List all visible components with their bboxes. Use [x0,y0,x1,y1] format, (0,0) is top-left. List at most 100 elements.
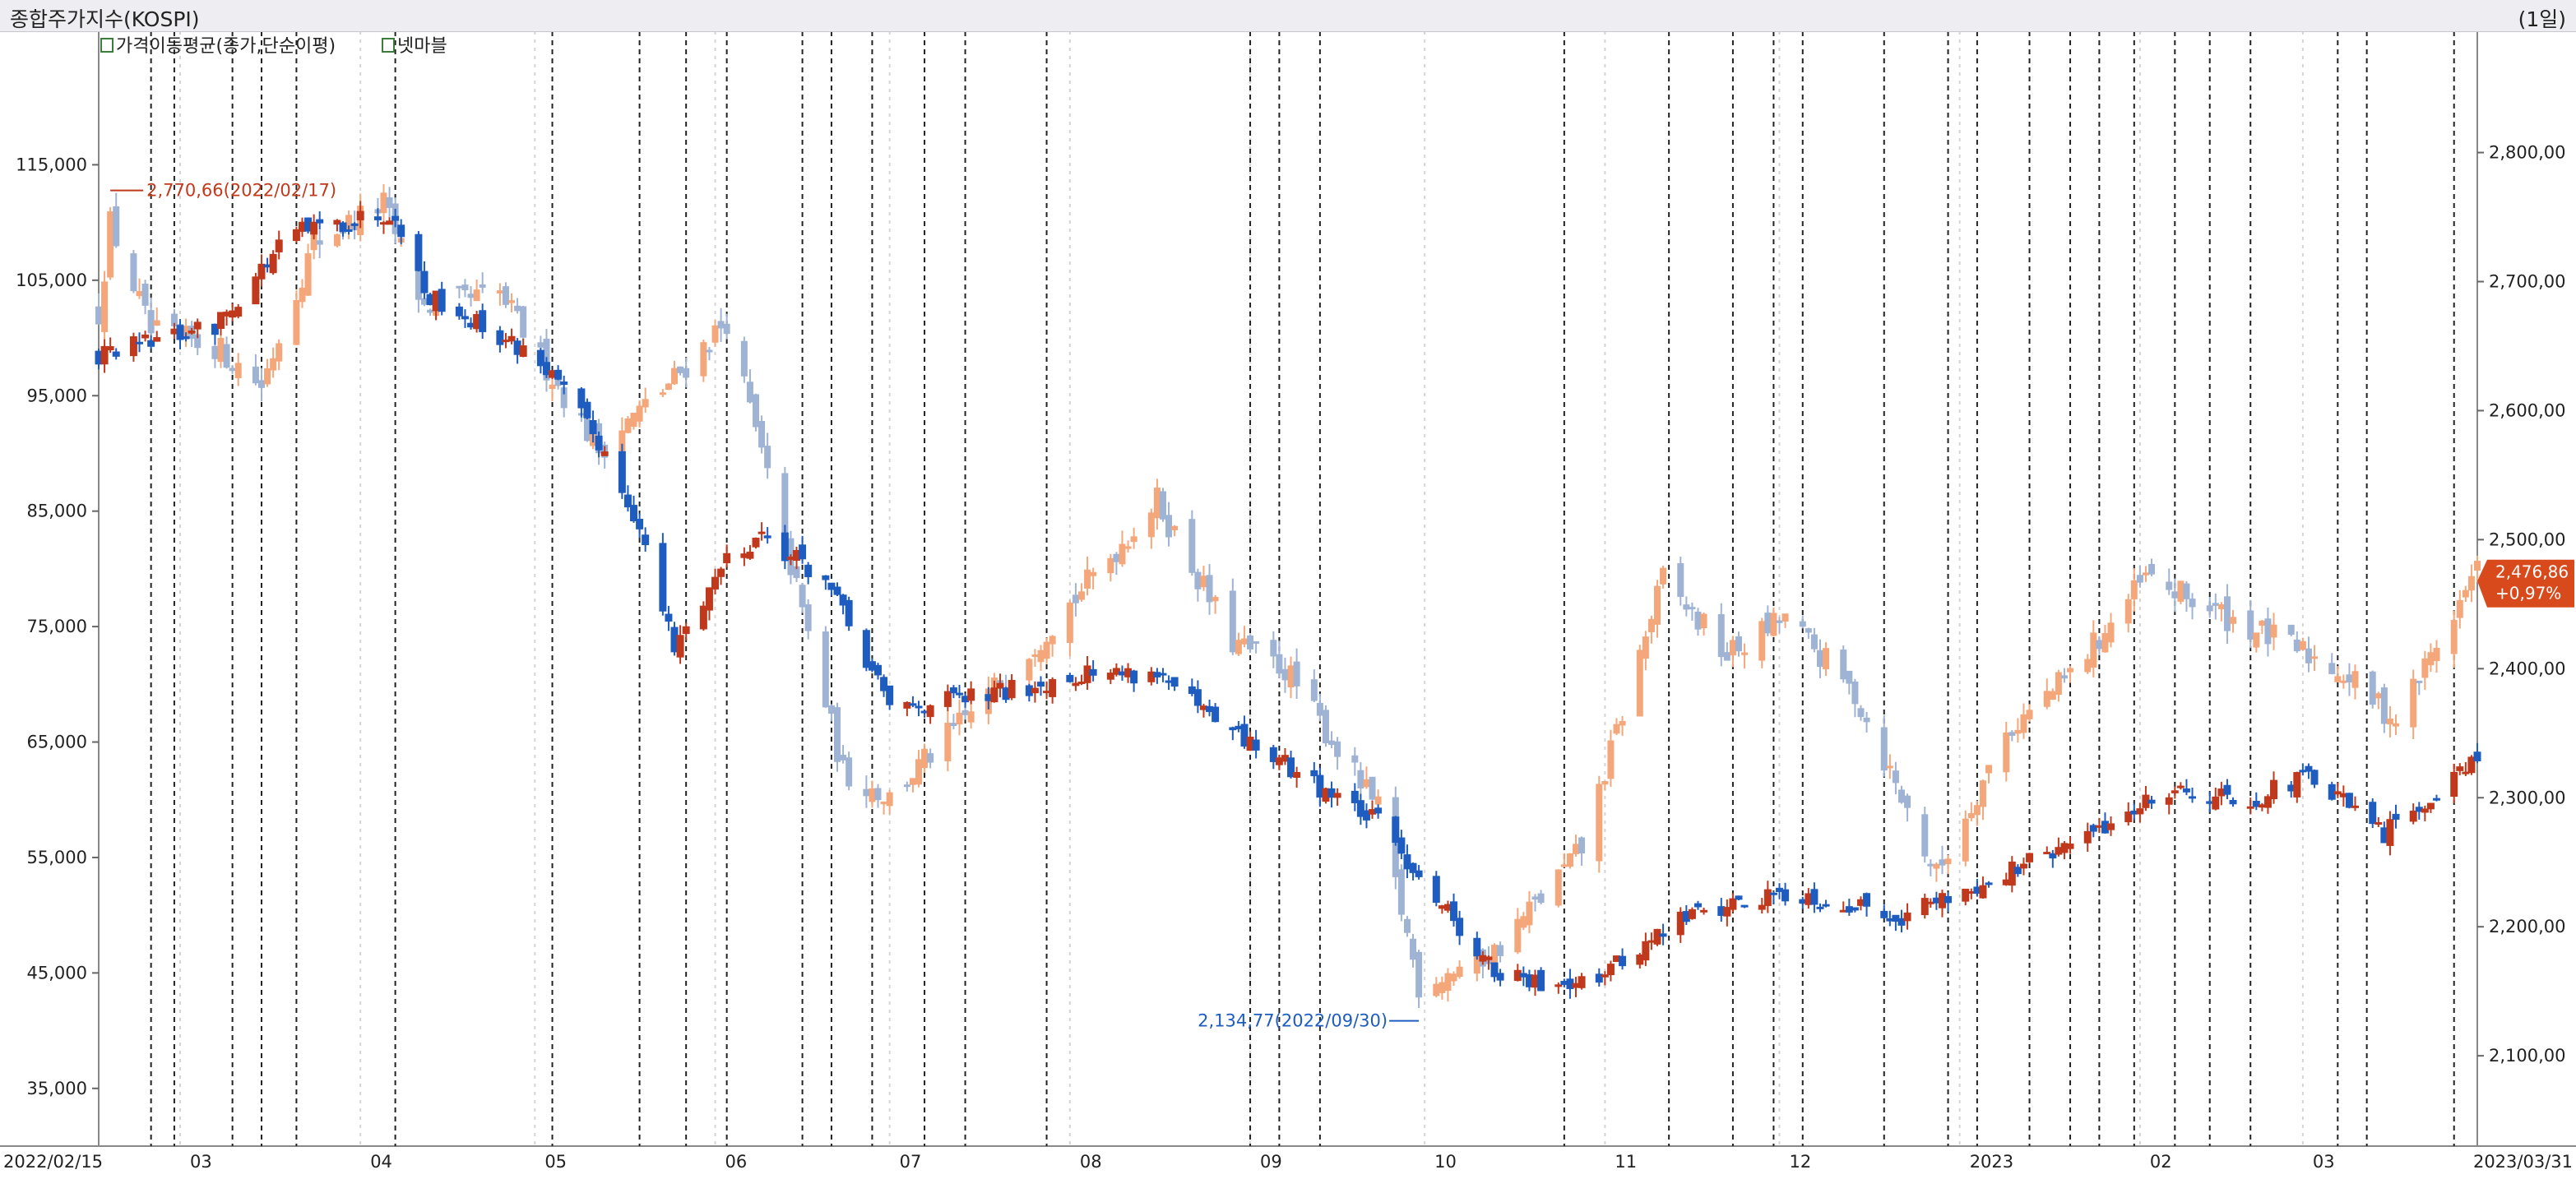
netmarble-candle [2293,772,2301,798]
kospi-candle [758,420,766,448]
kospi-candle [223,344,230,368]
netmarble-candle [2310,770,2319,785]
legend-checkbox-icon[interactable] [382,38,395,53]
kospi-candle [1717,614,1725,658]
kospi-candle [1758,621,1766,661]
netmarble-candle [1693,903,1702,908]
legend-item-moving-average[interactable]: 가격이동평균(종가,단순이평) [100,31,336,58]
kospi-candle [2101,632,2109,653]
kospi-candle [2410,678,2417,728]
kospi-candle [2369,671,2376,705]
netmarble-candle [2066,844,2074,849]
netmarble-candle [1031,687,1039,694]
netmarble-candle [1415,870,1423,877]
kospi-candle [1578,837,1586,854]
netmarble-candle [659,543,667,612]
netmarble-candle [781,532,789,562]
chart-title: 종합주가지수(KOSPI) [10,7,200,31]
netmarble-candle [1700,909,1708,913]
kospi-candle [2416,680,2423,683]
netmarble-candle [438,289,446,312]
netmarble-candle [1409,862,1417,873]
kospi-candle [1573,844,1580,854]
kospi-candle [1270,640,1277,657]
netmarble-candle [2171,790,2179,793]
kospi-candle [740,340,748,377]
period-selector[interactable]: (1일) [2518,7,2566,31]
x-tick-label: 02 [2150,1152,2172,1172]
kospi-candle [2270,624,2277,638]
kospi-candle [270,358,277,371]
kospi-candle [874,788,882,801]
right-axis-label: 2,800,00 [2489,143,2566,163]
kospi-candle [467,294,475,298]
kospi-candle [456,285,463,289]
kospi-candle [1194,571,1202,590]
kospi-candle [1328,740,1336,746]
chart-grid [0,31,2576,1147]
netmarble-candle [333,220,341,225]
left-axis-label: 55,000 [27,848,87,867]
kospi-candle [642,399,649,408]
x-tick-label: 07 [900,1152,922,1172]
kospi-candle [1607,740,1615,779]
netmarble-candle [623,494,632,508]
netmarble-candle [2013,867,2022,875]
legend-label: 가격이동평균(종가,단순이평) [116,36,336,57]
kospi-candle [1944,858,1952,864]
netmarble-candle [699,605,707,630]
kospi-candle [2189,599,2196,608]
kospi-candle [276,343,283,362]
kospi-candle [2305,648,2312,663]
x-tick-label: 11 [1615,1152,1637,1172]
netmarble-candle [1403,854,1411,870]
kospi-candle [316,240,323,245]
netmarble-candle [310,221,318,235]
kospi-candle [781,473,789,534]
kospi-candle [1450,973,1457,982]
netmarble-candle [542,362,550,376]
kospi-candle [1322,710,1329,744]
kospi-candle [1636,650,1643,717]
chart-axes: 03 04 05 06 07 08 09 10 11 12 2023 02 03 2022/02/15 20… [3,143,2573,1172]
kospi-candle [659,392,666,395]
left-axis-label: 65,000 [27,733,87,752]
kospi-candle [2299,640,2306,650]
kospi-candle [1554,869,1562,906]
kospi-candle [147,310,155,334]
kospi-candle [2008,732,2016,736]
kospi-candle [2456,599,2463,618]
netmarble-candle [1473,937,1481,957]
kospi-candle [583,416,591,442]
kospi-candle [1526,901,1533,926]
x-tick-label: 08 [1080,1152,1102,1172]
kospi-candle [1119,543,1126,565]
netmarble-candle [2246,806,2254,809]
left-axis-label: 75,000 [27,617,87,636]
legend-checkbox-icon[interactable] [100,38,114,53]
kospi-candle [2334,676,2342,682]
kospi-candle [2223,596,2231,631]
legend-item-netmarble[interactable]: 넷마블 [382,31,447,58]
kospi-candle [2148,564,2156,575]
kospi-candle [537,342,544,348]
right-axis-label: 2,500,00 [2489,529,2566,549]
netmarble-candle [2351,805,2360,808]
kospi-candle [514,305,521,312]
netmarble-candle [1816,906,1824,909]
netmarble-candle [1432,876,1440,903]
kospi-candle [1287,665,1295,687]
netmarble-candle [955,692,963,696]
netmarble-candle [682,626,690,635]
kospi-candle [1863,717,1870,723]
kospi-candle [822,631,829,708]
kospi-candle [2124,599,2132,624]
kospi-candle [304,253,312,296]
kospi-candle [630,412,637,428]
kospi-candle [1229,590,1236,653]
kospi-candle [2380,687,2388,724]
netmarble-candle [909,703,917,706]
kospi-candle [1374,796,1382,805]
netmarble-candle [112,351,120,357]
